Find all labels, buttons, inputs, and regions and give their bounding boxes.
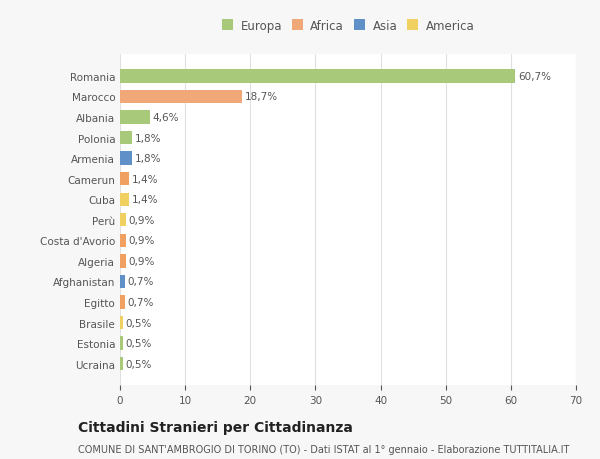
Text: 1,8%: 1,8% <box>134 154 161 164</box>
Bar <box>120 234 126 247</box>
Bar <box>120 357 123 370</box>
Text: 0,5%: 0,5% <box>126 359 152 369</box>
Bar <box>120 111 150 124</box>
Bar <box>120 70 515 84</box>
Bar <box>120 255 126 268</box>
Legend: Europa, Africa, Asia, America: Europa, Africa, Asia, America <box>220 18 476 36</box>
Bar <box>120 152 132 165</box>
Text: 1,4%: 1,4% <box>132 195 158 205</box>
Bar <box>120 275 125 289</box>
Bar <box>120 296 125 309</box>
Text: 1,4%: 1,4% <box>132 174 158 185</box>
Text: 0,9%: 0,9% <box>128 236 155 246</box>
Text: 1,8%: 1,8% <box>134 133 161 143</box>
Bar <box>120 173 129 186</box>
Text: COMUNE DI SANT'AMBROGIO DI TORINO (TO) - Dati ISTAT al 1° gennaio - Elaborazione: COMUNE DI SANT'AMBROGIO DI TORINO (TO) -… <box>78 444 569 454</box>
Text: 0,9%: 0,9% <box>128 215 155 225</box>
Text: 0,7%: 0,7% <box>127 277 154 287</box>
Bar <box>120 193 129 207</box>
Bar <box>120 132 132 145</box>
Text: 18,7%: 18,7% <box>244 92 278 102</box>
Text: 0,7%: 0,7% <box>127 297 154 308</box>
Bar <box>120 213 126 227</box>
Text: 0,5%: 0,5% <box>126 338 152 348</box>
Text: 0,9%: 0,9% <box>128 256 155 266</box>
Text: Cittadini Stranieri per Cittadinanza: Cittadini Stranieri per Cittadinanza <box>78 420 353 434</box>
Bar <box>120 337 123 350</box>
Text: 4,6%: 4,6% <box>152 113 179 123</box>
Bar <box>120 316 123 330</box>
Bar <box>120 90 242 104</box>
Text: 0,5%: 0,5% <box>126 318 152 328</box>
Text: 60,7%: 60,7% <box>518 72 551 82</box>
